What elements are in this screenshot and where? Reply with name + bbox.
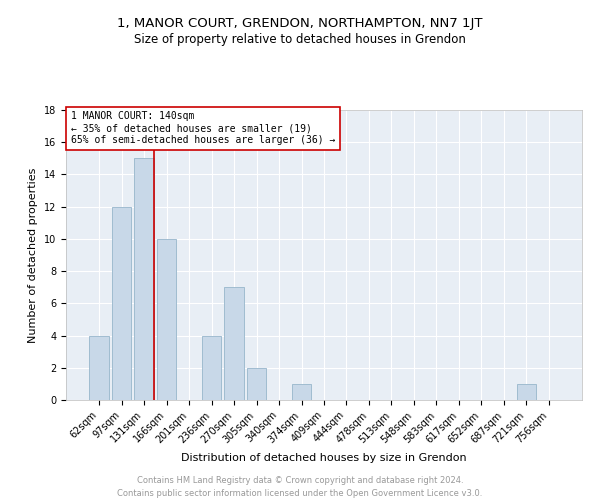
Bar bbox=[202, 336, 221, 400]
Text: Size of property relative to detached houses in Grendon: Size of property relative to detached ho… bbox=[134, 32, 466, 46]
Bar bbox=[292, 384, 311, 400]
Bar bbox=[224, 287, 244, 400]
Text: 1, MANOR COURT, GRENDON, NORTHAMPTON, NN7 1JT: 1, MANOR COURT, GRENDON, NORTHAMPTON, NN… bbox=[117, 18, 483, 30]
Bar bbox=[157, 239, 176, 400]
Bar bbox=[247, 368, 266, 400]
Text: Contains HM Land Registry data © Crown copyright and database right 2024.
Contai: Contains HM Land Registry data © Crown c… bbox=[118, 476, 482, 498]
Text: 1 MANOR COURT: 140sqm
← 35% of detached houses are smaller (19)
65% of semi-deta: 1 MANOR COURT: 140sqm ← 35% of detached … bbox=[71, 112, 335, 144]
Bar bbox=[134, 158, 154, 400]
Y-axis label: Number of detached properties: Number of detached properties bbox=[28, 168, 38, 342]
Bar bbox=[517, 384, 536, 400]
X-axis label: Distribution of detached houses by size in Grendon: Distribution of detached houses by size … bbox=[181, 453, 467, 463]
Bar bbox=[89, 336, 109, 400]
Bar bbox=[112, 206, 131, 400]
